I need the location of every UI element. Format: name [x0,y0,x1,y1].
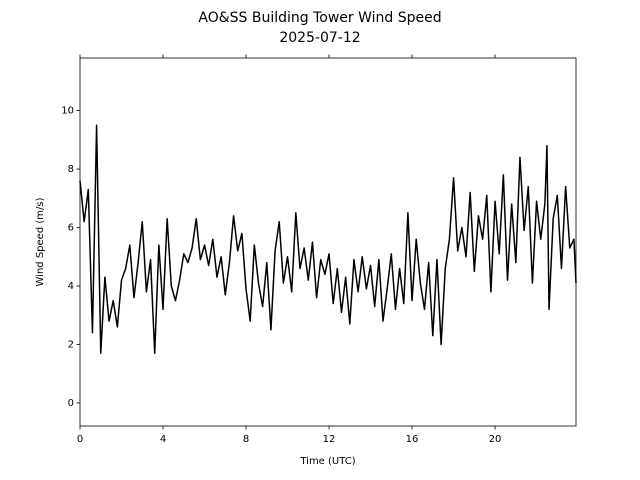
x-tick-label: 4 [160,434,166,445]
y-tick-label: 8 [68,164,74,175]
y-tick-label: 2 [68,339,74,350]
y-tick-label: 0 [68,398,74,409]
x-tick-label: 16 [406,434,419,445]
x-tick-label: 20 [489,434,502,445]
y-tick-label: 6 [68,223,74,234]
x-tick-label: 0 [77,434,83,445]
x-tick-label: 8 [243,434,249,445]
chart-subtitle: 2025-07-12 [279,30,360,46]
x-axis-label: Time (UTC) [299,456,355,467]
x-tick-label: 12 [323,434,336,445]
chart-title: AO&SS Building Tower Wind Speed [198,10,441,26]
plot-frame [79,57,577,427]
line-series [79,124,577,354]
y-axis-label: Wind Speed (m/s) [35,197,46,286]
y-tick-label: 10 [61,106,74,117]
y-tick-label: 4 [68,281,74,292]
